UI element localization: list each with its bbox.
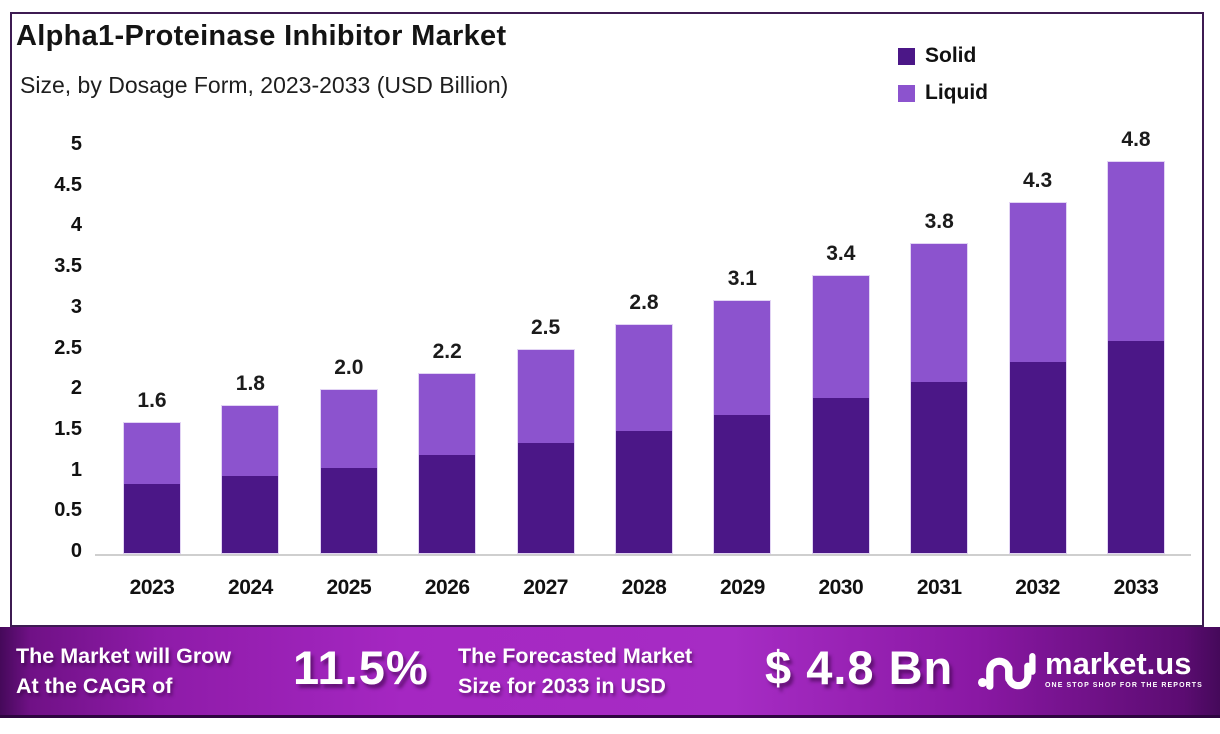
cagr-value: 11.5% <box>293 641 429 694</box>
market-us-logo: market.us ONE STOP SHOP FOR THE REPORTS <box>978 643 1203 693</box>
cagr-caption-line2: At the CAGR of <box>16 674 173 698</box>
banner-underline <box>0 715 1220 718</box>
forecast-caption: The Forecasted Market Size for 2033 in U… <box>458 641 692 701</box>
brand-name: market.us <box>1045 645 1192 681</box>
cagr-caption-line1: The Market will Grow <box>16 644 232 668</box>
chart-frame <box>10 12 1204 627</box>
solid-swatch-icon <box>898 47 915 65</box>
bottom-banner: The Market will Grow At the CAGR of 11.5… <box>0 627 1220 715</box>
market-us-logo-text: market.us ONE STOP SHOP FOR THE REPORTS <box>1045 645 1203 689</box>
forecast-caption-line2: Size for 2033 in USD <box>458 674 666 698</box>
legend: Solid Liquid <box>898 44 988 118</box>
cagr-caption: The Market will Grow At the CAGR of <box>16 641 231 701</box>
page-subtitle: Size, by Dosage Form, 2023-2033 (USD Bil… <box>20 72 509 98</box>
legend-item-liquid: Liquid <box>898 81 988 105</box>
page-title: Alpha1-Proteinase Inhibitor Market <box>16 20 507 52</box>
brand-tagline: ONE STOP SHOP FOR THE REPORTS <box>1045 681 1203 689</box>
market-us-logo-icon <box>978 653 1036 690</box>
legend-item-solid: Solid <box>898 44 988 68</box>
legend-label-liquid: Liquid <box>925 81 988 104</box>
legend-label-solid: Solid <box>925 44 977 67</box>
forecast-caption-line1: The Forecasted Market <box>458 644 693 668</box>
forecast-value: $ 4.8 Bn <box>765 641 954 694</box>
liquid-swatch-icon <box>898 84 915 102</box>
